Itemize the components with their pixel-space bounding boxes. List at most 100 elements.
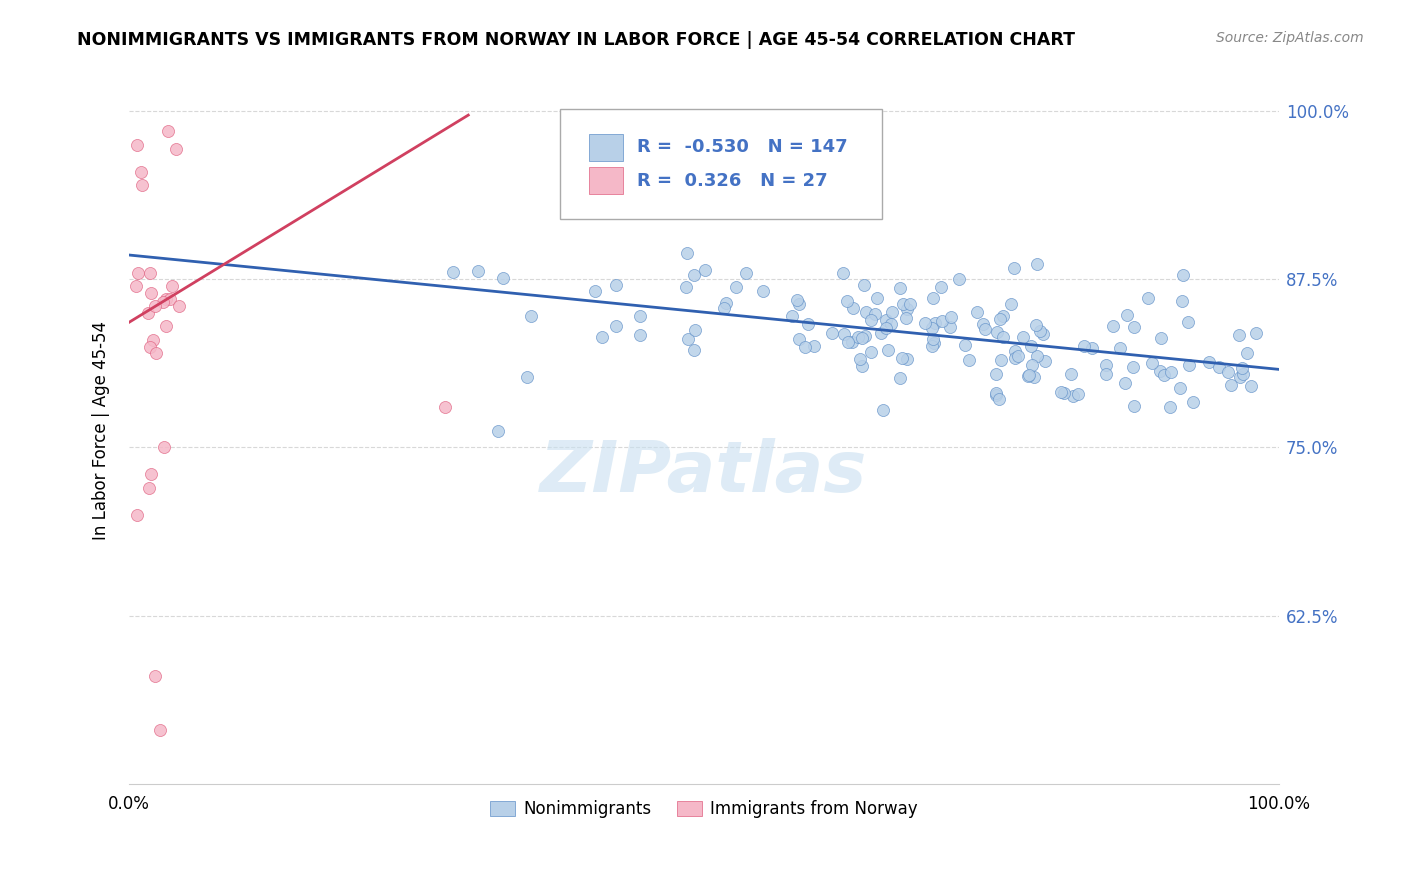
Point xyxy=(605,319,627,334)
Point xyxy=(853,277,876,292)
Point xyxy=(1150,331,1173,345)
Point xyxy=(890,351,912,366)
Point xyxy=(139,266,162,280)
Text: Source: ZipAtlas.com: Source: ZipAtlas.com xyxy=(1216,31,1364,45)
Point xyxy=(735,266,758,280)
Point xyxy=(467,263,489,277)
Point xyxy=(898,297,921,311)
Point xyxy=(1216,366,1239,380)
Point xyxy=(1177,315,1199,329)
Point xyxy=(880,305,903,319)
Point xyxy=(894,311,917,326)
Point xyxy=(1227,327,1250,342)
Point xyxy=(948,271,970,285)
Point xyxy=(1019,339,1042,353)
Point xyxy=(1232,361,1254,376)
Point xyxy=(713,301,735,315)
Point xyxy=(136,306,159,320)
Point xyxy=(966,304,988,318)
Point xyxy=(139,285,162,300)
Point xyxy=(1053,385,1076,400)
Point xyxy=(987,392,1010,406)
Point xyxy=(683,323,706,337)
Point xyxy=(929,279,952,293)
Point xyxy=(152,295,174,310)
Point xyxy=(921,321,943,335)
Point xyxy=(835,293,858,308)
Point xyxy=(714,296,737,310)
Point xyxy=(1004,351,1026,366)
Point xyxy=(859,344,882,359)
Point xyxy=(1114,376,1136,391)
Point xyxy=(1029,324,1052,338)
Point xyxy=(1149,364,1171,378)
Point xyxy=(988,312,1011,326)
Point xyxy=(143,299,166,313)
Point xyxy=(1062,389,1084,403)
Point xyxy=(695,263,717,277)
Point xyxy=(1018,368,1040,383)
Point xyxy=(591,330,613,344)
Point xyxy=(1168,381,1191,395)
Point xyxy=(1171,268,1194,282)
Point xyxy=(145,346,167,360)
Point xyxy=(1122,320,1144,334)
Legend: Nonimmigrants, Immigrants from Norway: Nonimmigrants, Immigrants from Norway xyxy=(484,794,924,825)
Point xyxy=(877,343,900,357)
Text: R =  -0.530   N = 147: R = -0.530 N = 147 xyxy=(637,138,848,156)
Point xyxy=(1160,366,1182,380)
Point xyxy=(972,317,994,331)
Point xyxy=(957,352,980,367)
Point xyxy=(851,359,873,373)
Point xyxy=(1002,260,1025,275)
Point xyxy=(875,321,897,335)
Point xyxy=(984,385,1007,400)
Point xyxy=(139,467,162,482)
Point xyxy=(752,284,775,298)
Point xyxy=(865,307,887,321)
Point xyxy=(1240,378,1263,392)
Point xyxy=(1140,356,1163,370)
Point xyxy=(1198,355,1220,369)
Point xyxy=(821,326,844,340)
Point xyxy=(1017,368,1039,383)
Point xyxy=(938,320,960,334)
Point xyxy=(143,669,166,683)
Point xyxy=(787,332,810,346)
Point xyxy=(131,178,153,192)
Point xyxy=(139,339,162,353)
Point xyxy=(893,297,915,311)
Point xyxy=(855,304,877,318)
Text: ZIPatlas: ZIPatlas xyxy=(540,439,868,508)
Point xyxy=(156,124,179,138)
Point xyxy=(896,352,918,367)
Y-axis label: In Labor Force | Age 45-54: In Labor Force | Age 45-54 xyxy=(93,321,110,540)
Point xyxy=(870,326,893,340)
Text: NONIMMIGRANTS VS IMMIGRANTS FROM NORWAY IN LABOR FORCE | AGE 45-54 CORRELATION C: NONIMMIGRANTS VS IMMIGRANTS FROM NORWAY … xyxy=(77,31,1076,49)
Point xyxy=(1170,294,1192,309)
Point xyxy=(1159,401,1181,415)
Point xyxy=(125,137,148,152)
Point xyxy=(1122,399,1144,413)
Point xyxy=(973,322,995,336)
Point xyxy=(149,723,172,737)
Point xyxy=(860,313,883,327)
FancyBboxPatch shape xyxy=(560,109,882,219)
Point xyxy=(1219,378,1241,392)
Point xyxy=(896,302,918,317)
Point xyxy=(628,328,651,343)
Point xyxy=(159,293,181,307)
Point xyxy=(1178,358,1201,372)
Point xyxy=(1067,386,1090,401)
Point xyxy=(1229,369,1251,384)
Point xyxy=(986,325,1008,339)
FancyBboxPatch shape xyxy=(589,134,623,161)
Point xyxy=(1012,329,1035,343)
Point xyxy=(165,142,187,156)
Point xyxy=(1004,343,1026,358)
Point xyxy=(786,293,808,307)
Point xyxy=(441,265,464,279)
Point xyxy=(138,481,160,495)
Point xyxy=(846,330,869,344)
Point xyxy=(984,388,1007,402)
